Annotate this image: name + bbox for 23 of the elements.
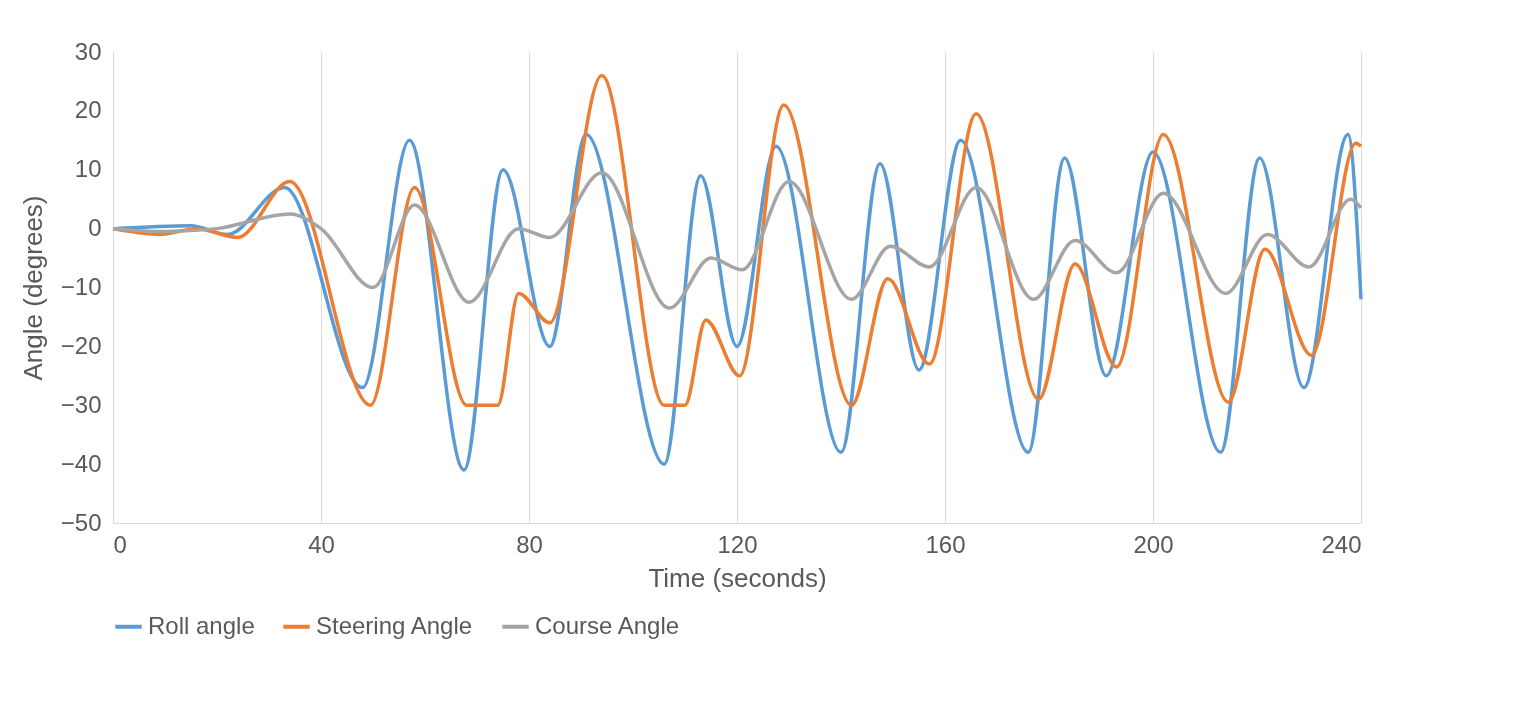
legend-label: Steering Angle	[316, 611, 473, 639]
y-tick-label: 0	[88, 214, 102, 242]
y-tick-label: −40	[60, 449, 102, 477]
y-axis-title: Angle (degrees)	[17, 195, 48, 381]
y-tick-label: 20	[74, 96, 102, 124]
y-tick-label: −50	[60, 508, 102, 536]
x-tick-label: 160	[925, 530, 966, 558]
line-series	[111, 73, 1363, 407]
x-axis-title: Time (seconds)	[648, 562, 827, 593]
y-tick-label: −20	[60, 331, 102, 359]
y-tick-label: −10	[60, 273, 102, 300]
y-tick-label: 10	[74, 155, 102, 183]
x-tick-label: 0	[113, 530, 127, 558]
x-tick-label: 200	[1133, 530, 1174, 558]
line-series	[111, 170, 1363, 310]
x-tick-label: 80	[516, 530, 543, 558]
legend-label: Roll angle	[148, 611, 255, 639]
y-tick-label: 30	[74, 37, 102, 65]
x-tick-label: 40	[308, 530, 335, 558]
x-tick-label: 240	[1321, 530, 1362, 558]
legend-label: Course Angle	[535, 611, 680, 639]
x-tick-label: 120	[717, 530, 758, 558]
y-tick-label: −30	[60, 390, 102, 418]
